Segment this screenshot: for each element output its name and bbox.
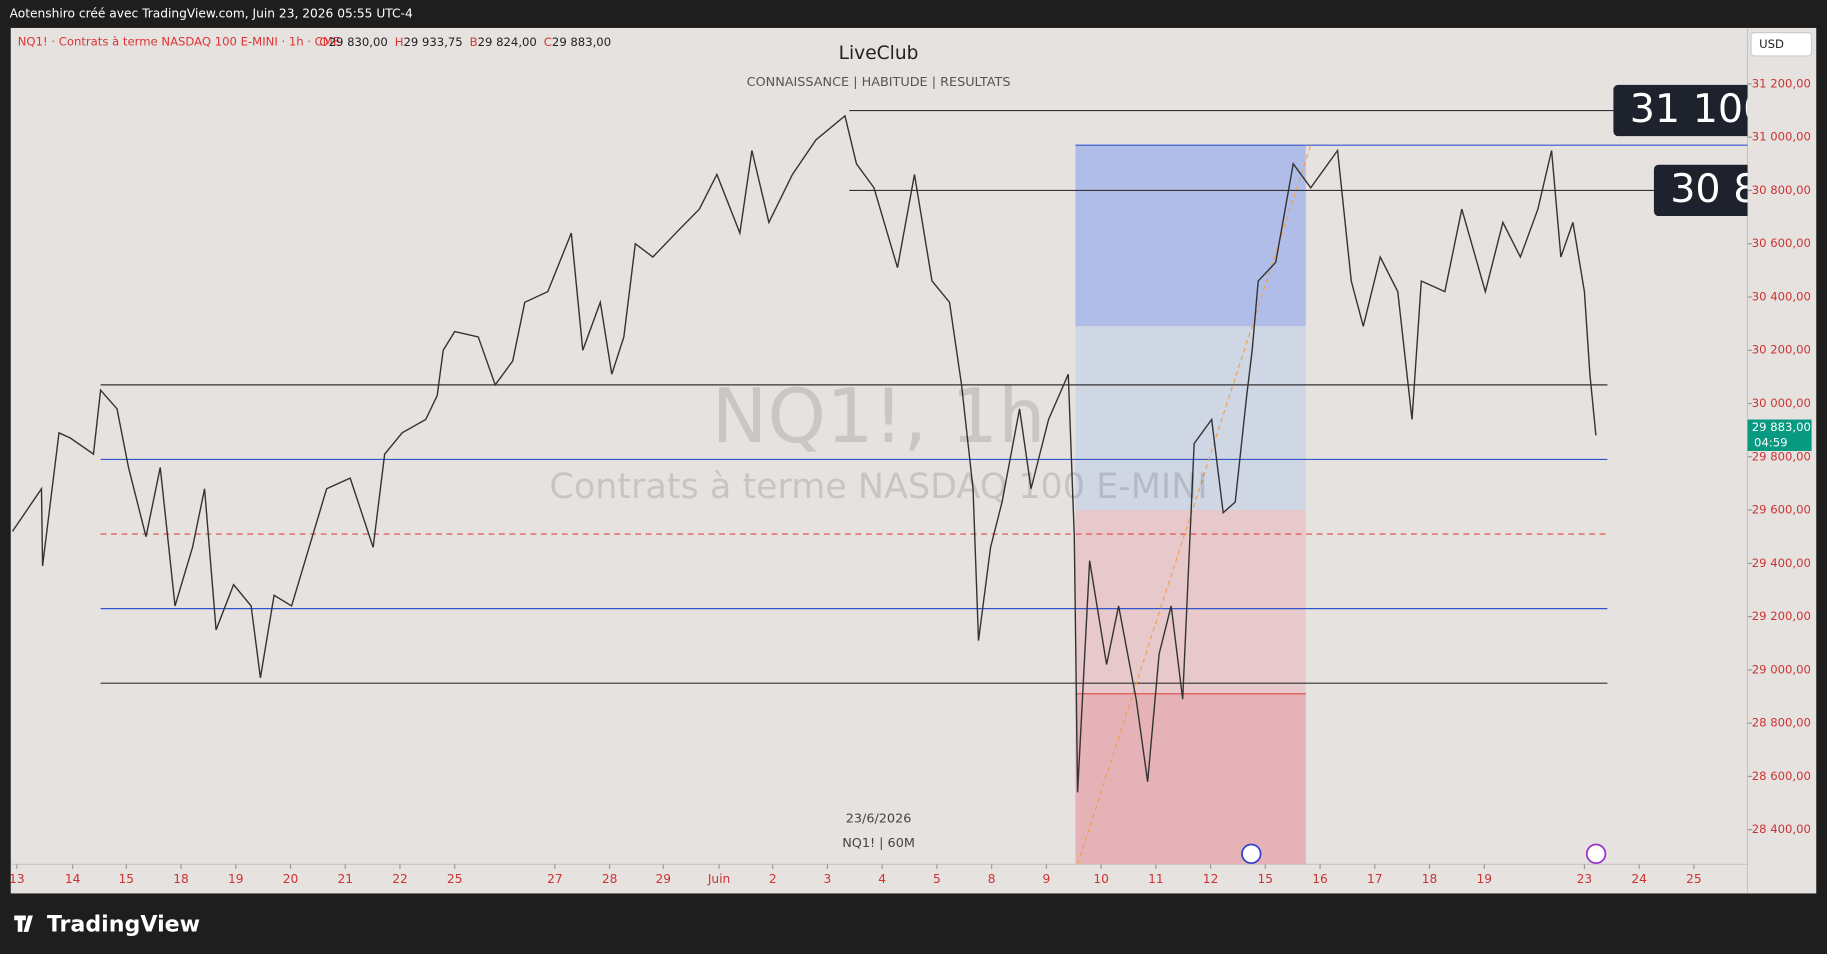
y-tick-label: 29 600,00 bbox=[1752, 503, 1811, 517]
x-tick-label: 3 bbox=[824, 872, 832, 886]
y-tick-label: 28 400,00 bbox=[1752, 822, 1811, 836]
position-zone bbox=[1075, 145, 1306, 327]
plot: 31 100 30 80 bbox=[11, 84, 1783, 865]
last-price-timer: 04:59 bbox=[1754, 435, 1788, 449]
x-tick-label: 22 bbox=[392, 872, 408, 886]
x-tick-label: 18 bbox=[1422, 872, 1438, 886]
y-tick-label: 29 200,00 bbox=[1752, 609, 1811, 623]
last-price-label: 29 883,00 bbox=[1752, 420, 1811, 434]
level-label-box bbox=[1613, 84, 1748, 137]
watermark: NQ1!, 1h bbox=[712, 373, 1046, 460]
x-tick-label: 25 bbox=[447, 872, 463, 886]
x-tick-label: 20 bbox=[283, 872, 299, 886]
footer-date: 23/6/2026 bbox=[846, 811, 912, 826]
x-tick-label: 28 bbox=[602, 872, 618, 886]
position-zone bbox=[1075, 326, 1306, 511]
x-tick-label: 14 bbox=[65, 872, 81, 886]
x-tick-label: 17 bbox=[1367, 872, 1383, 886]
y-tick-label: 29 000,00 bbox=[1752, 662, 1811, 676]
x-tick-label: 19 bbox=[228, 872, 244, 886]
footer-symbol: NQ1! | 60M bbox=[842, 836, 915, 851]
y-tick-label: 28 600,00 bbox=[1752, 769, 1811, 783]
x-tick-label: 4 bbox=[878, 872, 886, 886]
x-tick-label: 25 bbox=[1686, 872, 1702, 886]
trend-line bbox=[1077, 144, 1312, 865]
header-title: Aotenshiro créé avec TradingView.com, Ju… bbox=[10, 6, 413, 20]
y-tick-label: 29 800,00 bbox=[1752, 449, 1811, 463]
logo-icon bbox=[14, 915, 33, 932]
x-tick-label: 18 bbox=[173, 872, 189, 886]
ohlc-value: 29 830,00 bbox=[329, 34, 388, 48]
y-tick-label: 30 000,00 bbox=[1752, 396, 1811, 410]
x-tick-label: 29 bbox=[655, 872, 671, 886]
ohlc-value: 29 824,00 bbox=[478, 34, 537, 48]
chart-title: LiveClub bbox=[839, 43, 919, 64]
price-line bbox=[11, 114, 1597, 793]
ohlc: O29 830,00 H29 933,75 B29 824,00 C29 883,00 bbox=[319, 34, 611, 48]
watermark-subtitle: Contrats à terme NASDAQ 100 E-MINI bbox=[549, 467, 1207, 507]
y-tick-label: 28 800,00 bbox=[1752, 716, 1811, 730]
currency: USD bbox=[1759, 37, 1784, 51]
ohlc-label: O bbox=[319, 34, 328, 48]
y-tick-label: 29 400,00 bbox=[1752, 556, 1811, 570]
x-tick-label: 16 bbox=[1312, 872, 1328, 886]
brand: TradingView bbox=[47, 911, 200, 937]
x-tick-label: 8 bbox=[988, 872, 996, 886]
ohlc-value: 29 933,75 bbox=[404, 34, 463, 48]
x-tick-label: 21 bbox=[337, 872, 353, 886]
x-tick-label: 10 bbox=[1093, 872, 1109, 886]
x-tick-label: 27 bbox=[547, 872, 563, 886]
x-tick-label: 2 bbox=[769, 872, 777, 886]
position-zone bbox=[1075, 693, 1306, 865]
x-tick-label: 23 bbox=[1577, 872, 1593, 886]
level-label: 31 100 bbox=[1630, 86, 1769, 132]
x-tick-label: 15 bbox=[1258, 872, 1274, 886]
ohlc-value: 29 883,00 bbox=[552, 34, 611, 48]
y-tick-label: 30 600,00 bbox=[1752, 236, 1811, 250]
level-label: 30 80 bbox=[1670, 166, 1783, 212]
x-tick-label: 11 bbox=[1148, 872, 1164, 886]
level-label-box bbox=[1653, 164, 1748, 217]
x-tick-label: 19 bbox=[1476, 872, 1492, 886]
ohlc-label: C bbox=[544, 34, 552, 48]
y-tick-label: 31 000,00 bbox=[1752, 130, 1811, 144]
position-zone bbox=[1075, 510, 1306, 694]
y-tick-label: 31 200,00 bbox=[1752, 76, 1811, 90]
currency-box[interactable] bbox=[1750, 32, 1813, 57]
x-tick-label: 12 bbox=[1203, 872, 1219, 886]
y-tick-label: 30 800,00 bbox=[1752, 183, 1811, 197]
x-tick-label: 5 bbox=[933, 872, 941, 886]
x-tick-label: Juin bbox=[707, 872, 731, 886]
chart-area bbox=[10, 27, 1817, 894]
x-tick-label: 13 bbox=[9, 872, 25, 886]
chart-subtitle: CONNAISSANCE | HABITUDE | RESULTATS bbox=[747, 75, 1011, 90]
y-tick-label: 30 200,00 bbox=[1752, 343, 1811, 357]
event-icon[interactable] bbox=[1585, 843, 1607, 865]
event-icon[interactable] bbox=[1241, 843, 1262, 865]
x-tick-label: 15 bbox=[119, 872, 135, 886]
symbol: NQ1! · Contrats à terme NASDAQ 100 E-MIN… bbox=[18, 34, 340, 48]
x-tick-label: 24 bbox=[1631, 872, 1647, 886]
ohlc-label: B bbox=[470, 34, 478, 48]
last-price-tag bbox=[1747, 419, 1812, 451]
x-tick-label: 9 bbox=[1042, 872, 1050, 886]
ohlc-label: H bbox=[395, 34, 404, 48]
y-tick-label: 30 400,00 bbox=[1752, 289, 1811, 303]
